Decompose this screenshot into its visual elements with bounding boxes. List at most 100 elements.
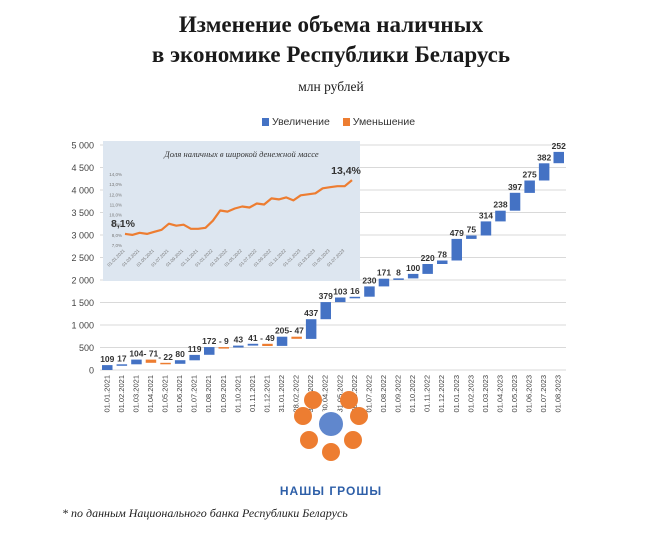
legend-label-decrease: Уменьшение: [352, 116, 416, 128]
x-tick-label: 01.08.2021: [204, 375, 213, 413]
bar-decrease: [218, 347, 229, 349]
legend-label-increase: Увеличение: [272, 116, 330, 128]
bar-decrease: [145, 359, 157, 363]
footnote: * по данным Национального банка Республи…: [62, 506, 348, 520]
nashy-groshy-logo: [294, 391, 368, 461]
bar-increase: [524, 180, 535, 193]
x-tick-label: 01.01.2023: [452, 375, 461, 413]
inset-y-tick-label: 10,0%: [109, 213, 122, 218]
data-label: 16: [350, 286, 360, 296]
chart-subtitle: млн рублей: [298, 79, 364, 94]
data-label: 379: [319, 291, 333, 301]
logo-petal: [300, 431, 318, 449]
bar-increase: [437, 260, 448, 264]
bar-increase: [189, 354, 200, 361]
data-label: 171: [377, 268, 391, 278]
data-label: 205: [275, 326, 289, 336]
inset-chart: Доля наличных в широкой денежной массе 7,…: [103, 141, 362, 281]
bar-decrease: [262, 343, 273, 346]
x-tick-label: 01.09.2021: [219, 375, 228, 413]
x-tick-label: 01.01.2021: [102, 375, 111, 413]
inset-y-tick-label: 8,0%: [112, 233, 122, 238]
legend-item-increase: Увеличение: [262, 116, 333, 128]
legend-swatch-increase: [262, 118, 269, 126]
y-tick-label: 500: [79, 343, 94, 353]
bar-increase: [422, 264, 433, 274]
logo-center-pattern: [319, 412, 343, 436]
bar-increase: [233, 345, 244, 348]
chart-legend: Увеличение Уменьшение: [262, 116, 425, 128]
data-label: 80: [175, 349, 185, 359]
data-label: 17: [117, 353, 127, 363]
data-label: 314: [479, 210, 493, 220]
x-tick-label: 01.10.2021: [233, 375, 242, 413]
y-tick-label: 1 500: [71, 298, 94, 308]
x-tick-label: 01.03.2023: [481, 375, 490, 413]
bar-increase: [247, 343, 259, 346]
data-label: 238: [493, 200, 507, 210]
data-label: 41: [248, 333, 258, 343]
y-tick-label: 5 000: [71, 141, 94, 151]
data-label: 78: [437, 250, 447, 260]
bar-increase: [320, 302, 331, 320]
data-label: - 47: [289, 326, 304, 336]
inset-y-tick-label: 13,0%: [109, 182, 122, 187]
bar-increase: [174, 360, 186, 364]
bar-increase: [538, 163, 550, 181]
data-label: 382: [537, 152, 551, 162]
bar-increase: [364, 286, 375, 297]
x-tick-label: 01.11.2021: [248, 375, 257, 412]
x-tick-label: 01.05.2023: [510, 375, 519, 413]
y-tick-label: 0: [89, 366, 94, 376]
bar-increase: [466, 235, 477, 239]
logo-petal: [350, 407, 368, 425]
y-tick-label: 1 000: [71, 321, 94, 331]
x-tick-label: 01.12.2021: [262, 375, 271, 413]
bar-decrease: [160, 362, 171, 365]
logo-petal: [294, 407, 312, 425]
data-label: 109: [100, 354, 114, 364]
bar-increase: [509, 192, 521, 211]
data-label: 437: [304, 308, 318, 318]
x-tick-label: 01.07.2021: [190, 375, 199, 413]
logo-text: НАШЫ ГРОШЫ: [279, 484, 383, 498]
x-tick-label: 01.08.2023: [554, 375, 563, 413]
data-label: 100: [406, 263, 420, 273]
bar-increase: [495, 210, 506, 222]
data-label: 252: [552, 141, 566, 151]
waterfall-bars: [102, 151, 564, 370]
bar-increase: [451, 238, 462, 261]
bar-increase: [276, 336, 288, 346]
inset-y-tick-label: 7,0%: [112, 243, 122, 248]
logo-petal: [344, 431, 362, 449]
bar-increase: [349, 296, 361, 299]
legend-item-decrease: Уменьшение: [342, 116, 416, 128]
bar-decrease: [291, 336, 302, 339]
y-axis: 0 500 1 000 1 500 2 000 2 500 3 000 3 500 4 000 4…: [71, 141, 94, 376]
bar-increase: [393, 278, 404, 280]
x-tick-label: 01.09.2022: [394, 375, 403, 413]
inset-y-tick-label: 12,0%: [109, 192, 122, 197]
logo-petal: [304, 391, 322, 409]
data-label: 230: [362, 275, 376, 285]
data-label: - 9: [219, 336, 229, 346]
data-label: 220: [421, 253, 435, 263]
bar-increase: [102, 365, 113, 370]
y-tick-label: 4 500: [71, 163, 94, 173]
bar-increase: [378, 278, 390, 287]
data-label: 479: [450, 228, 464, 238]
x-tick-label: 01.10.2022: [408, 375, 417, 413]
y-tick-label: 2 000: [71, 276, 94, 286]
bar-increase: [335, 297, 346, 303]
x-axis: 01.01.2021 01.02.2021 01.03.2021 01.04.2021…: [102, 375, 562, 413]
data-label: - 71: [144, 349, 159, 359]
y-tick-label: 3 000: [71, 231, 94, 241]
inset-y-tick-label: 11,0%: [110, 202, 122, 207]
inset-y-tick-label: 14,0%: [109, 172, 122, 177]
chart-title-line-2: в экономике Республики Беларусь: [151, 42, 511, 67]
x-tick-label: 28.02.2022: [292, 375, 301, 413]
bar-increase: [305, 319, 317, 339]
data-label: 43: [234, 335, 244, 345]
legend-swatch-decrease: [342, 118, 350, 126]
